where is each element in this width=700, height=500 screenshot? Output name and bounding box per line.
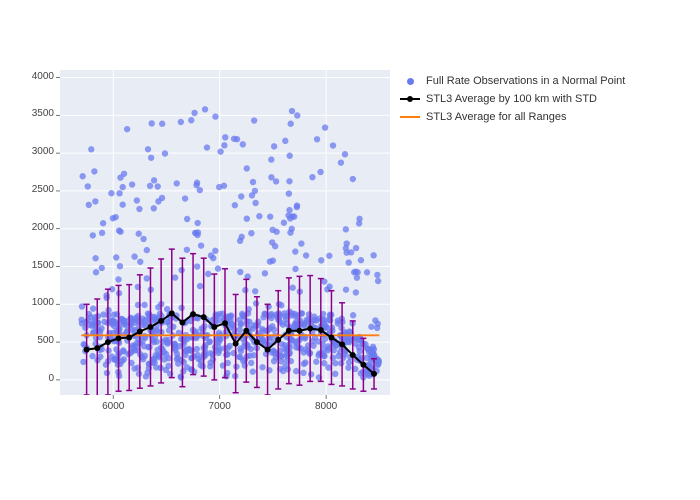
legend-item: STL3 Average for all Ranges [400, 108, 625, 126]
ytick-label: 1500 [20, 260, 54, 271]
ytick-label: 500 [20, 335, 54, 346]
ytick-label: 1000 [20, 297, 54, 308]
scatter-dot-icon [407, 78, 414, 85]
legend-swatch [400, 110, 420, 124]
legend-label: Full Rate Observations in a Normal Point [426, 75, 625, 87]
chart-root: Full Rate Observations in a Normal Point… [0, 0, 700, 500]
ytick-label: 0 [20, 373, 54, 384]
legend-label: STL3 Average by 100 km with STD [426, 93, 597, 105]
line-marker-icon [400, 98, 420, 100]
xtick-label: 7000 [205, 401, 235, 412]
legend-swatch [400, 74, 420, 88]
xtick-label: 6000 [98, 401, 128, 412]
ytick-label: 3000 [20, 146, 54, 157]
chart-legend: Full Rate Observations in a Normal Point… [400, 72, 625, 126]
xtick-label: 8000 [311, 401, 341, 412]
ytick-label: 2000 [20, 222, 54, 233]
legend-item: Full Rate Observations in a Normal Point [400, 72, 625, 90]
legend-item: STL3 Average by 100 km with STD [400, 90, 625, 108]
legend-label: STL3 Average for all Ranges [426, 111, 566, 123]
ytick-label: 3500 [20, 108, 54, 119]
line-icon [400, 116, 420, 118]
ytick-label: 2500 [20, 184, 54, 195]
ytick-label: 4000 [20, 71, 54, 82]
legend-swatch [400, 92, 420, 106]
